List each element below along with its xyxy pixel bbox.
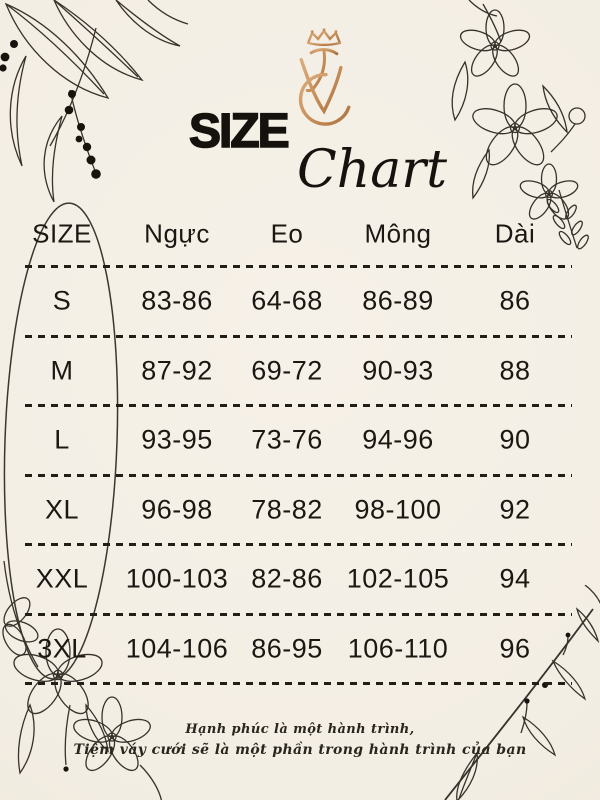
table-header-row: SIZE Ngực Eo Mông Dài xyxy=(25,203,572,265)
waist-cell: 78-82 xyxy=(251,494,323,525)
header-cell-length: Dài xyxy=(494,218,536,249)
hip-cell: 102-105 xyxy=(346,563,450,594)
header-cell-waist: Eo xyxy=(270,218,304,249)
bust-cell: 87-92 xyxy=(141,355,213,386)
hip-cell: 86-89 xyxy=(362,285,434,316)
length-cell: 96 xyxy=(499,633,531,664)
table-row-3xl: 3XL 104-106 86-95 106-110 96 xyxy=(25,616,572,683)
length-cell: 88 xyxy=(499,355,531,386)
waist-cell: 86-95 xyxy=(251,633,323,664)
dashed-divider xyxy=(25,265,572,268)
bust-cell: 100-103 xyxy=(125,563,229,594)
size-cell: L xyxy=(54,424,70,455)
bust-cell: 104-106 xyxy=(125,633,229,664)
waist-cell: 69-72 xyxy=(251,355,323,386)
dashed-divider xyxy=(25,543,572,546)
waist-cell: 73-76 xyxy=(251,424,323,455)
dashed-divider xyxy=(25,612,572,616)
size-cell: 3XL xyxy=(37,633,87,664)
hip-cell: 90-93 xyxy=(362,355,434,386)
table-row-s: S 83-86 64-68 86-89 86 xyxy=(25,268,572,335)
dashed-divider xyxy=(25,473,572,477)
length-cell: 90 xyxy=(499,424,531,455)
crown-monogram-logo-icon xyxy=(298,28,351,126)
dashed-divider xyxy=(25,404,572,407)
length-cell: 92 xyxy=(499,494,531,525)
header-cell-hip: Mông xyxy=(364,218,432,249)
footer-line-1: Hạnh phúc là một hành trình, xyxy=(185,722,415,737)
size-cell: XL xyxy=(44,494,80,525)
page-subtitle: Chart xyxy=(297,140,448,200)
berry-dots-icon xyxy=(0,40,101,179)
table-row-xl: XL 96-98 78-82 98-100 92 xyxy=(25,477,572,544)
page-title: SIZE xyxy=(188,104,290,159)
hip-cell: 98-100 xyxy=(354,494,442,525)
waist-cell: 82-86 xyxy=(251,563,323,594)
table-row-l: L 93-95 73-76 94-96 90 xyxy=(25,407,572,474)
header-cell-size: SIZE xyxy=(32,218,92,249)
bust-cell: 93-95 xyxy=(141,424,213,455)
footer-line-2: Tiệm váy cưới sẽ là một phần trong hành … xyxy=(73,742,527,758)
length-cell: 94 xyxy=(499,563,531,594)
floral-top-left-icon xyxy=(0,0,189,203)
waist-cell: 64-68 xyxy=(251,285,323,316)
length-cell: 86 xyxy=(499,285,531,316)
size-table: SIZE Ngực Eo Mông Dài S 83-86 64-68 86-8… xyxy=(25,203,572,685)
size-cell: XXL xyxy=(35,563,89,594)
hip-cell: 106-110 xyxy=(347,633,449,664)
table-row-m: M 87-92 69-72 90-93 88 xyxy=(25,338,572,405)
bust-cell: 83-86 xyxy=(141,285,213,316)
header-cell-bust: Ngực xyxy=(144,218,210,249)
hip-cell: 94-96 xyxy=(362,424,434,455)
size-cell: S xyxy=(52,285,72,316)
size-cell: M xyxy=(50,355,74,386)
dashed-divider xyxy=(25,334,572,338)
table-row-xxl: XXL 100-103 82-86 102-105 94 xyxy=(25,546,572,613)
dashed-divider xyxy=(25,682,572,685)
bust-cell: 96-98 xyxy=(141,494,213,525)
footer-quote: Hạnh phúc là một hành trình, Tiệm váy cư… xyxy=(0,722,600,758)
